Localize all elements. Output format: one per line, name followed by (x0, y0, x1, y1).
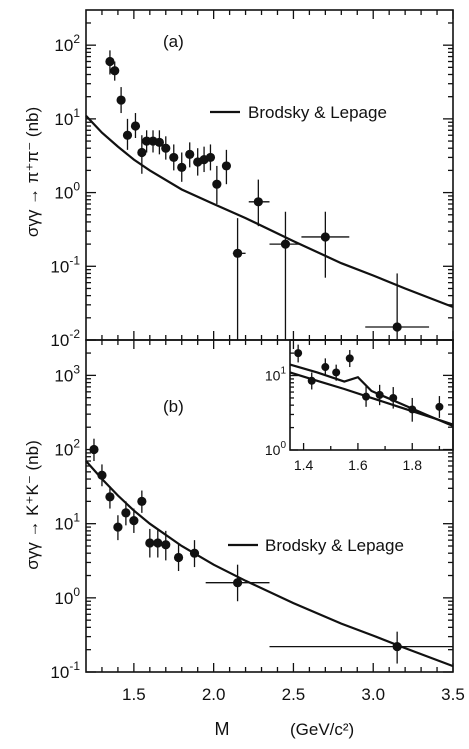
inset-data-point (321, 363, 330, 372)
inset-theory-curve-2 (289, 371, 454, 426)
panel-a-data-point (320, 232, 330, 242)
panel-a-data-point (105, 56, 115, 67)
inset-data-point (408, 405, 417, 414)
panel-b-data-point (173, 552, 184, 563)
panel-a-data-point (221, 161, 232, 171)
panel-b-data-point (137, 496, 147, 506)
panel-b-data-point (129, 516, 139, 526)
x-tick-label: 3.0 (361, 685, 385, 704)
panel-a-data-point (154, 137, 164, 147)
inset-data-point (389, 393, 398, 402)
inset-y-tick-label: 101 (265, 366, 287, 384)
panel-b-data-point (113, 522, 123, 532)
panel-a-data-point (177, 162, 187, 172)
panel-b-data-point (153, 538, 163, 548)
panel-b-y-tick-label: 100 (54, 585, 80, 608)
panel-b-data-point (161, 540, 171, 550)
panel-a-data-point (185, 149, 195, 159)
x-axis-title: M (215, 719, 230, 739)
panel-a-y-tick-label: 101 (54, 106, 80, 129)
panel-b-legend-label: Brodsky & Lepage (265, 536, 404, 555)
panel-a-data-point (161, 143, 171, 153)
inset-data-point (332, 368, 341, 377)
inset-data-point (307, 376, 316, 385)
x-tick-label: 3.5 (441, 685, 465, 704)
panel-a-y-axis-title: σγγ → π⁺π⁻ (nb) (23, 107, 42, 237)
panel-a-frame (85, 9, 454, 341)
panel-a-y-tick-label: 10-1 (50, 253, 80, 276)
inset-data-point (435, 402, 444, 411)
inset-data-point (375, 390, 384, 399)
inset-theory-curve-1 (289, 363, 454, 428)
inset-data-point (345, 354, 354, 363)
x-tick-label: 2.5 (282, 685, 306, 704)
panel-a-legend-label: Brodsky & Lepage (248, 103, 387, 122)
inset-data-point (362, 392, 371, 401)
panel-b-label: (b) (163, 397, 184, 416)
panel-b-y-tick-label: 10-1 (50, 659, 80, 682)
inset-y-tick-label: 100 (265, 440, 287, 458)
panel-a-label: (a) (163, 32, 184, 51)
inset-data-point (294, 349, 303, 358)
panel-a-y-tick-label: 10-2 (50, 327, 80, 350)
inset-frame (289, 339, 454, 451)
panel-a-data-point (116, 95, 126, 105)
panel-a-data-point (212, 179, 222, 189)
panel-b-theory-curve (85, 460, 454, 668)
panel-b-data-point (105, 492, 115, 502)
panel-a-data-point (205, 152, 216, 163)
panel-a-data-point (130, 121, 141, 131)
x-tick-label: 2.0 (202, 685, 226, 704)
panel-a-y-tick-label: 100 (54, 180, 80, 203)
panel-b-data-point (392, 642, 402, 652)
panel-b-y-tick-label: 102 (54, 437, 80, 460)
panel-b-data-point (232, 578, 243, 588)
inset-x-tick-label: 1.8 (403, 457, 423, 473)
x-tick-label: 1.5 (122, 685, 146, 704)
panel-b-data-point (189, 548, 200, 558)
panel-a-data-point (169, 152, 179, 163)
panel-b-y-axis-title: σγγ → K⁺K⁻ (nb) (23, 440, 42, 570)
panel-a-data-point (122, 130, 133, 140)
panel-a-data-point (253, 197, 263, 207)
panel-b-data-point (121, 508, 131, 518)
x-axis-unit: (GeV/c²) (290, 720, 354, 739)
panel-a-y-tick-label: 102 (54, 32, 80, 55)
panel-a-data-point (392, 322, 402, 332)
inset-x-tick-label: 1.6 (348, 457, 368, 473)
panel-a-data-point (142, 136, 152, 146)
panel-a-data-point (280, 239, 291, 249)
panel-a-data-point (137, 147, 147, 158)
panel-a-data-point (232, 248, 243, 258)
panel-a-data-point (110, 66, 120, 76)
panel-b-data-point (89, 444, 99, 455)
panel-b-frame (85, 339, 454, 673)
panel-a-theory-curve (85, 115, 454, 309)
panel-b-data-point (145, 538, 155, 548)
panel-b-y-tick-label: 103 (54, 362, 80, 385)
panel-b-data-point (97, 470, 107, 480)
panel-b-y-tick-label: 101 (54, 511, 80, 534)
inset-x-tick-label: 1.4 (294, 457, 314, 473)
